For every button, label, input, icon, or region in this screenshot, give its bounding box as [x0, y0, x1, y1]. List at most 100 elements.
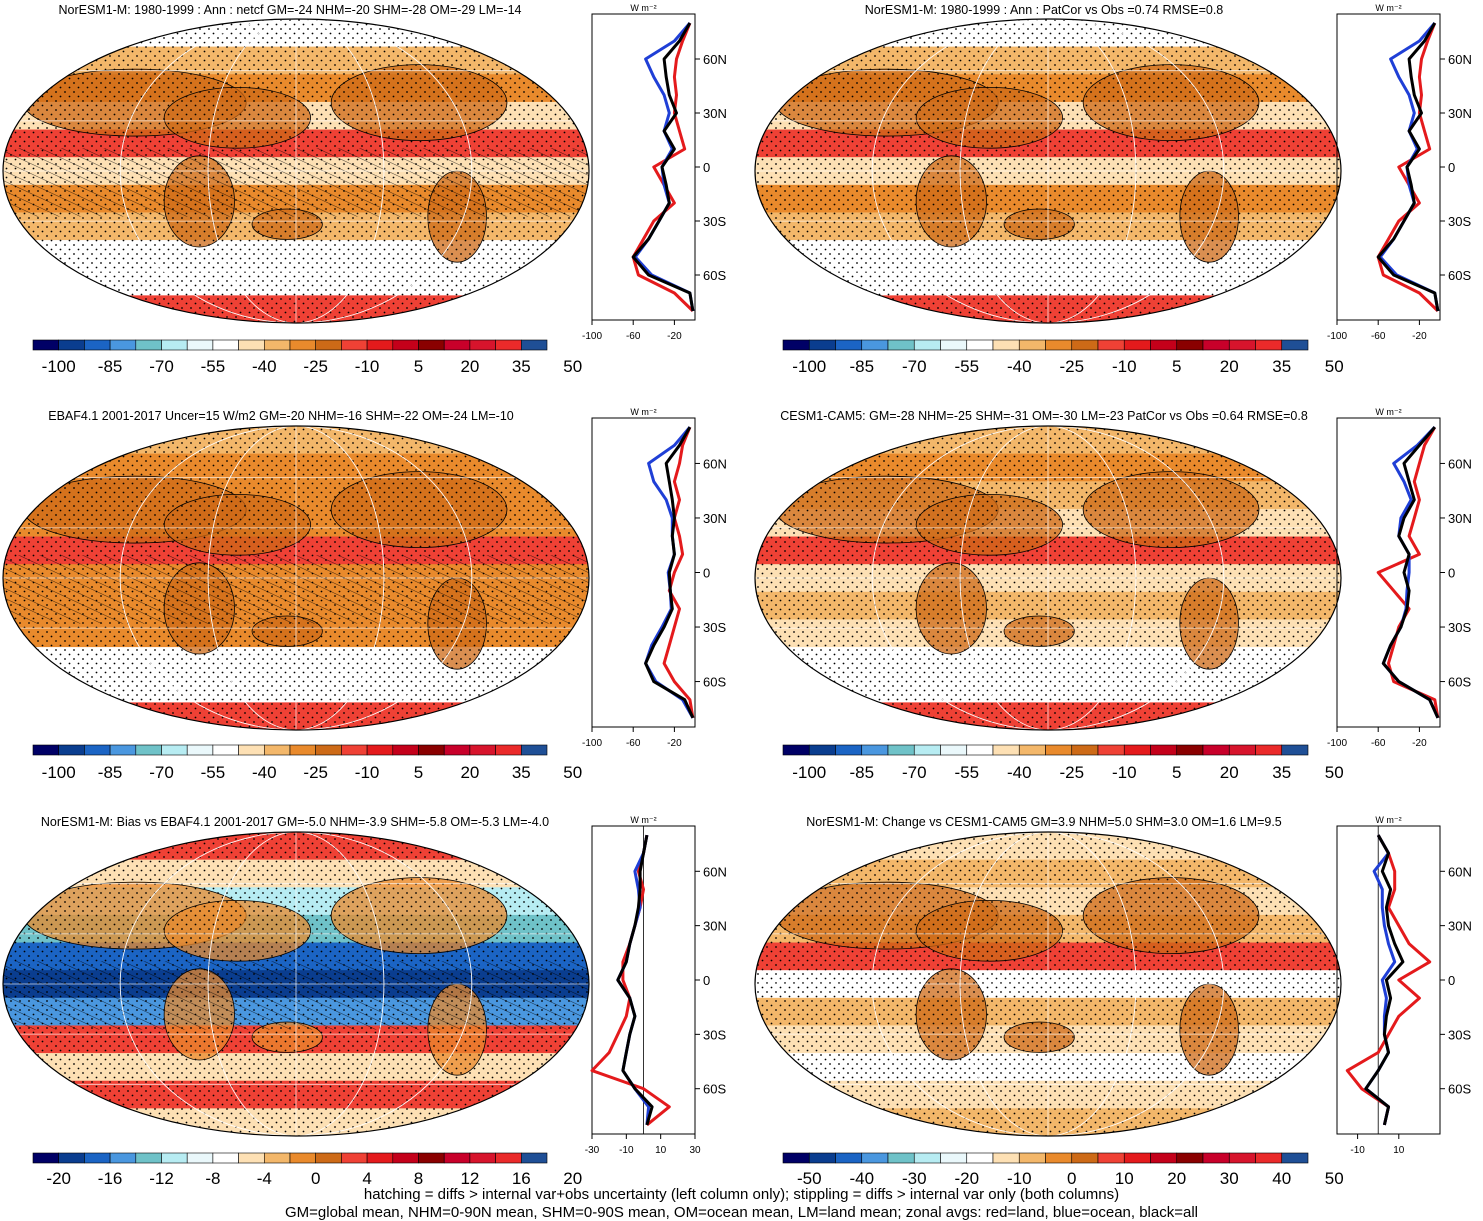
colorbar-swatch [808, 744, 836, 756]
colorbar-label: -8 [205, 1169, 220, 1188]
colorbar-swatch [1045, 1152, 1073, 1164]
colorbar-swatch [1071, 1152, 1099, 1164]
colorbar-label: 5 [1172, 357, 1181, 376]
colorbar-label: -40 [849, 1169, 874, 1188]
colorbar-swatch [341, 339, 368, 351]
colorbar-label: -16 [98, 1169, 123, 1188]
colorbar-label: 50 [1325, 357, 1344, 376]
colorbar-swatch [1176, 1152, 1204, 1164]
zonal-line-all [1381, 426, 1440, 719]
colorbar-swatch [861, 339, 889, 351]
colorbar-label: 40 [1272, 1169, 1291, 1188]
colorbar-label: -10 [1112, 763, 1137, 782]
colorbar-swatch [1097, 339, 1125, 351]
colorbar-label: 20 [563, 1169, 582, 1188]
map-outline [754, 831, 1342, 1137]
colorbar-label: -20 [46, 1169, 71, 1188]
colorbar-swatch [1150, 1152, 1178, 1164]
colorbar-swatch [495, 744, 522, 756]
colorbar: -50 -40 -30 -20 -10 0 10 20 30 40 50 [782, 1152, 1344, 1188]
colorbar-label: -85 [98, 763, 123, 782]
map [3, 832, 589, 1136]
colorbar-label: -50 [797, 1169, 822, 1188]
lat-label: 30N [703, 511, 727, 526]
x-tick-label: -60 [626, 331, 641, 342]
lat-label: 0 [1448, 566, 1455, 581]
colorbar-swatch [1123, 1152, 1151, 1164]
colorbar-label: -70 [902, 357, 927, 376]
colorbar-swatch [940, 1152, 968, 1164]
colorbar-label: -70 [902, 763, 927, 782]
colorbar: -100 -85 -70 -55 -40 -25 -10 5 20 35 50 [32, 744, 582, 782]
colorbar-swatch [366, 1152, 394, 1164]
panel-2: NorESM1-M: 1980-1999 : Ann : PatCor vs O… [754, 3, 1472, 376]
colorbar-swatch [913, 339, 941, 351]
zonal-avg-panel: W m⁻² 60N 30N 0 30S 60S -100 -60 -20 [1327, 407, 1472, 749]
colorbar-swatch [263, 339, 291, 351]
x-tick-label: -60 [1371, 331, 1386, 342]
map [755, 832, 1341, 1136]
lat-label: 60N [703, 52, 727, 67]
colorbar-swatch [341, 1152, 368, 1164]
colorbar-swatch [1045, 744, 1073, 756]
colorbar-swatch [1202, 1152, 1230, 1164]
x-tick-label: -10 [1350, 1145, 1365, 1156]
colorbar-label: -100 [42, 763, 76, 782]
x-tick-label: -20 [667, 331, 682, 342]
map [3, 19, 589, 323]
colorbar-swatch [1123, 744, 1151, 756]
colorbar-swatch [887, 1152, 915, 1164]
zonal-avg-panel: W m⁻² 60N 30N 0 30S 60S -30 -10 10 30 [585, 815, 727, 1156]
colorbar-swatch [109, 1152, 137, 1164]
colorbar-label: 35 [1272, 357, 1291, 376]
colorbar-label: 8 [414, 1169, 423, 1188]
colorbar-label: -100 [42, 357, 76, 376]
colorbar-swatch [1150, 339, 1178, 351]
colorbar-label: 20 [460, 763, 479, 782]
zonal-line-land [662, 426, 695, 719]
lat-label: 30S [1448, 214, 1471, 229]
colorbar-swatch [212, 1152, 239, 1164]
colorbar-label: -40 [252, 357, 277, 376]
colorbar-swatch [1071, 744, 1099, 756]
colorbar-swatch [808, 339, 836, 351]
colorbar-swatch [392, 339, 419, 351]
colorbar-swatch [782, 1152, 810, 1164]
colorbar-swatch [289, 1152, 317, 1164]
colorbar-swatch [418, 744, 445, 756]
colorbar-swatch [1228, 1152, 1256, 1164]
colorbar: -100 -85 -70 -55 -40 -25 -10 5 20 35 50 [782, 339, 1344, 376]
zonal-frame [1336, 417, 1441, 728]
zonal-unit: W m⁻² [630, 815, 656, 825]
lat-label: 30S [1448, 620, 1471, 635]
colorbar-label: -25 [303, 357, 328, 376]
zonal-line-land [1345, 834, 1432, 1126]
colorbar-swatch [186, 339, 214, 351]
colorbar-swatch [469, 1152, 496, 1164]
lat-label: 30N [703, 106, 727, 121]
lat-label: 30N [703, 919, 727, 934]
colorbar-label: 50 [1325, 763, 1344, 782]
map-outline [2, 425, 590, 731]
colorbar: -100 -85 -70 -55 -40 -25 -10 5 20 35 50 [782, 744, 1344, 782]
colorbar-swatch [1228, 744, 1256, 756]
x-tick-label: -20 [667, 738, 682, 749]
x-tick-label: -10 [619, 1145, 634, 1156]
lat-label: 60N [1448, 52, 1472, 67]
colorbar-label: -12 [149, 1169, 174, 1188]
colorbar-label: -30 [902, 1169, 927, 1188]
x-tick-label: -60 [626, 738, 641, 749]
panel-4: CESM1-CAM5: GM=-28 NHM=-25 SHM=-31 OM=-3… [754, 407, 1472, 782]
x-tick-label: -60 [1371, 738, 1386, 749]
x-tick-label: -100 [582, 738, 602, 749]
colorbar-label: 0 [311, 1169, 320, 1188]
colorbar-swatch [315, 1152, 342, 1164]
colorbar-swatch [469, 744, 496, 756]
zonal-unit: W m⁻² [630, 407, 656, 417]
colorbar-label: -10 [355, 763, 380, 782]
colorbar-swatch [940, 744, 968, 756]
panel-6: NorESM1-M: Change vs CESM1-CAM5 GM=3.9 N… [754, 815, 1472, 1188]
colorbar-label: -55 [954, 763, 979, 782]
colorbar-swatch [887, 339, 915, 351]
